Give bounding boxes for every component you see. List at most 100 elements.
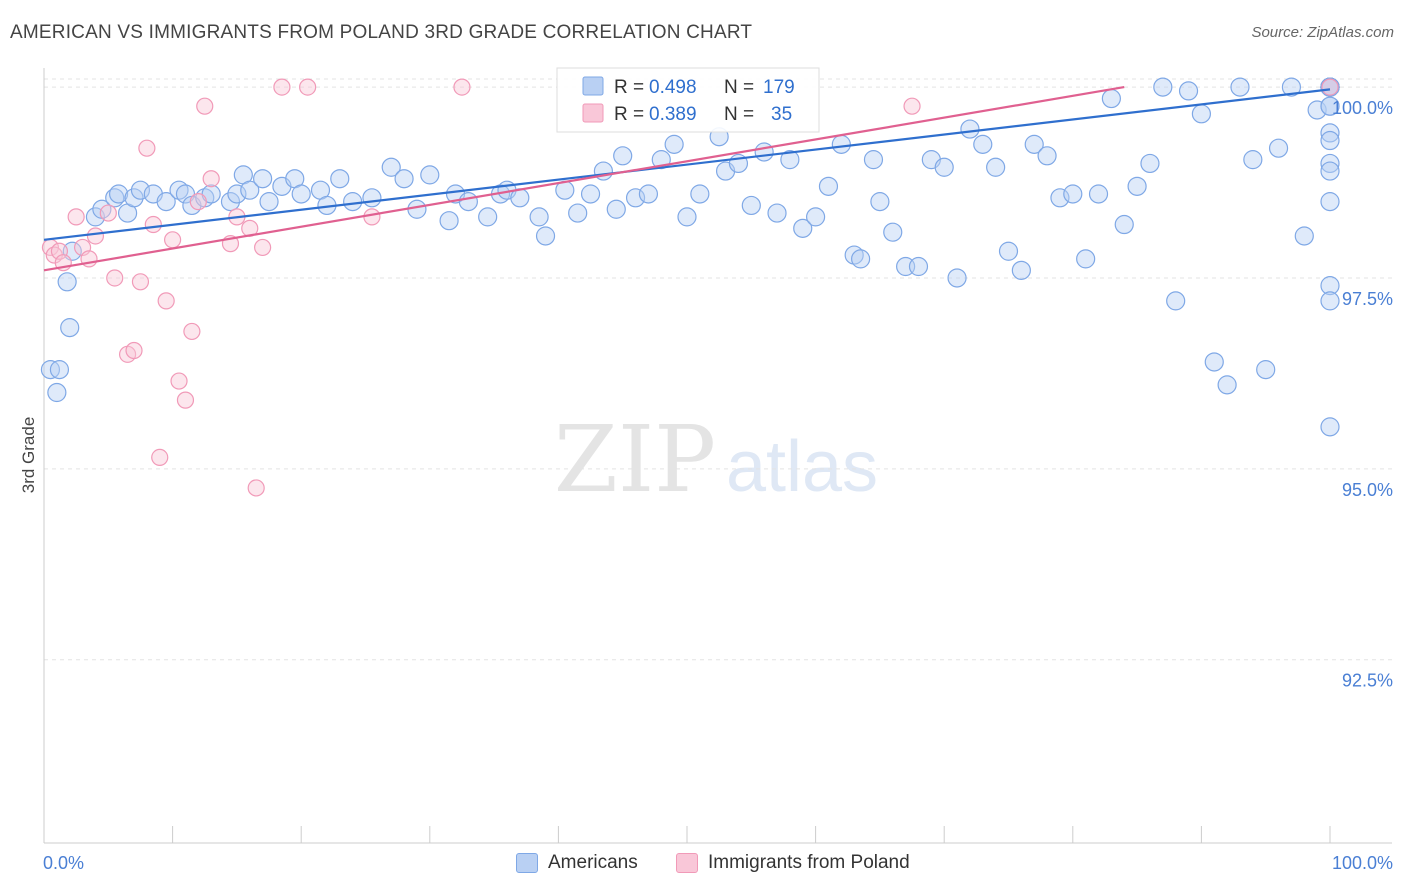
americans-point (1088, 184, 1109, 204)
americans-point (780, 150, 800, 170)
americans-point (677, 207, 697, 227)
legend-r-label-2: R = (614, 104, 644, 125)
americans-point (130, 180, 151, 200)
americans-point (439, 211, 459, 231)
americans-point (259, 192, 279, 212)
legend-swatch-americans-bottom (516, 853, 538, 873)
americans-point (1307, 100, 1327, 120)
americans-point (1114, 214, 1134, 235)
americans-point (767, 203, 787, 223)
americans-point (1320, 276, 1340, 296)
legend-swatch-poland (582, 103, 604, 123)
americans-point (156, 192, 176, 212)
americans-point (108, 184, 129, 204)
y-tick-label: 100.0% (1332, 98, 1393, 118)
poland-point (67, 208, 85, 226)
bottom-legend: Americans Immigrants from Poland (0, 850, 1406, 880)
legend-n-value-poland: 35 (771, 104, 792, 125)
americans-point (478, 207, 498, 227)
americans-point (1320, 161, 1340, 181)
americans-point (1320, 77, 1340, 97)
americans-point (908, 256, 929, 277)
americans-point (998, 241, 1019, 261)
trend-lines (43, 86, 1331, 272)
poland-point (183, 322, 201, 341)
poland-point (189, 193, 207, 211)
americans-point (529, 207, 549, 227)
legend-swatch-americans (582, 76, 604, 96)
americans-point (343, 192, 363, 212)
tick-labels: 100.0% 97.5% 95.0% 92.5% 0.0% 100.0% (43, 98, 1393, 873)
legend-n-label-2: N = (724, 104, 754, 125)
americans-point (863, 150, 884, 170)
poland-point (106, 269, 124, 287)
legend-label-poland: Immigrants from Poland (708, 852, 910, 873)
americans-point (973, 134, 993, 154)
poland-point (453, 78, 471, 96)
americans-point (690, 184, 710, 204)
americans-point (986, 157, 1006, 177)
poland-point (299, 78, 317, 96)
americans-point (1191, 104, 1212, 124)
americans-point (818, 176, 839, 196)
americans-point (754, 142, 774, 162)
legend-box: R = 0.498 N = 179 R = 0.389 N = 35 (556, 67, 820, 133)
americans-point (1320, 123, 1340, 143)
americans-point (1268, 138, 1289, 158)
poland-point (202, 170, 220, 188)
americans-point (1320, 130, 1340, 151)
americans-point (1050, 188, 1070, 208)
americans-point (606, 199, 626, 219)
poland-point (164, 231, 182, 249)
americans-point (240, 180, 260, 200)
legend-item-americans[interactable]: Americans (516, 852, 638, 874)
americans-point (1024, 134, 1044, 154)
americans-point (580, 184, 601, 204)
chart-title: AMERICAN VS IMMIGRANTS FROM POLAND 3RD G… (10, 22, 753, 43)
legend-n-value-americans: 179 (763, 77, 795, 98)
legend-swatch-poland-bottom (676, 853, 698, 873)
source-credit: Source: ZipAtlas.com (1251, 24, 1394, 41)
legend-r-label-1: R = (614, 77, 644, 98)
americans-point (57, 272, 77, 292)
americans-point (1011, 260, 1031, 280)
americans-point (1230, 77, 1250, 97)
americans-point (1320, 96, 1340, 116)
americans-trend-line (43, 88, 1331, 241)
americans-point (1281, 77, 1302, 97)
americans-point (568, 203, 588, 223)
poland-point (157, 292, 175, 310)
americans-point (1127, 176, 1147, 196)
poland-point (903, 97, 921, 115)
poland-point (247, 479, 265, 497)
y-tick-label: 92.5% (1342, 671, 1393, 691)
legend-r-value-poland: 0.389 (649, 104, 697, 125)
americans-point (220, 192, 241, 212)
poland-point (138, 139, 156, 157)
legend-item-poland[interactable]: Immigrants from Poland (676, 852, 910, 874)
poland-point (254, 238, 272, 257)
americans-point (1320, 291, 1340, 311)
americans-point (291, 184, 311, 204)
americans-point (458, 192, 478, 212)
poland-point (86, 227, 105, 245)
poland-point (151, 448, 169, 467)
americans-point (1140, 153, 1160, 174)
americans-point (1101, 88, 1121, 109)
americans-point (947, 268, 967, 288)
americans-point (1153, 77, 1173, 97)
americans-point (1204, 352, 1224, 372)
americans-point (535, 226, 556, 246)
americans-point (883, 222, 903, 242)
americans-point (1076, 249, 1096, 269)
americans-point (741, 195, 761, 216)
poland-points (41, 78, 1339, 497)
americans-point (1166, 291, 1186, 311)
americans-point (625, 188, 646, 208)
americans-point (124, 188, 144, 208)
watermark-atlas: atlas (726, 427, 878, 507)
americans-point (394, 169, 414, 189)
americans-point (613, 146, 633, 166)
americans-point (47, 382, 67, 403)
americans-point (664, 134, 684, 154)
